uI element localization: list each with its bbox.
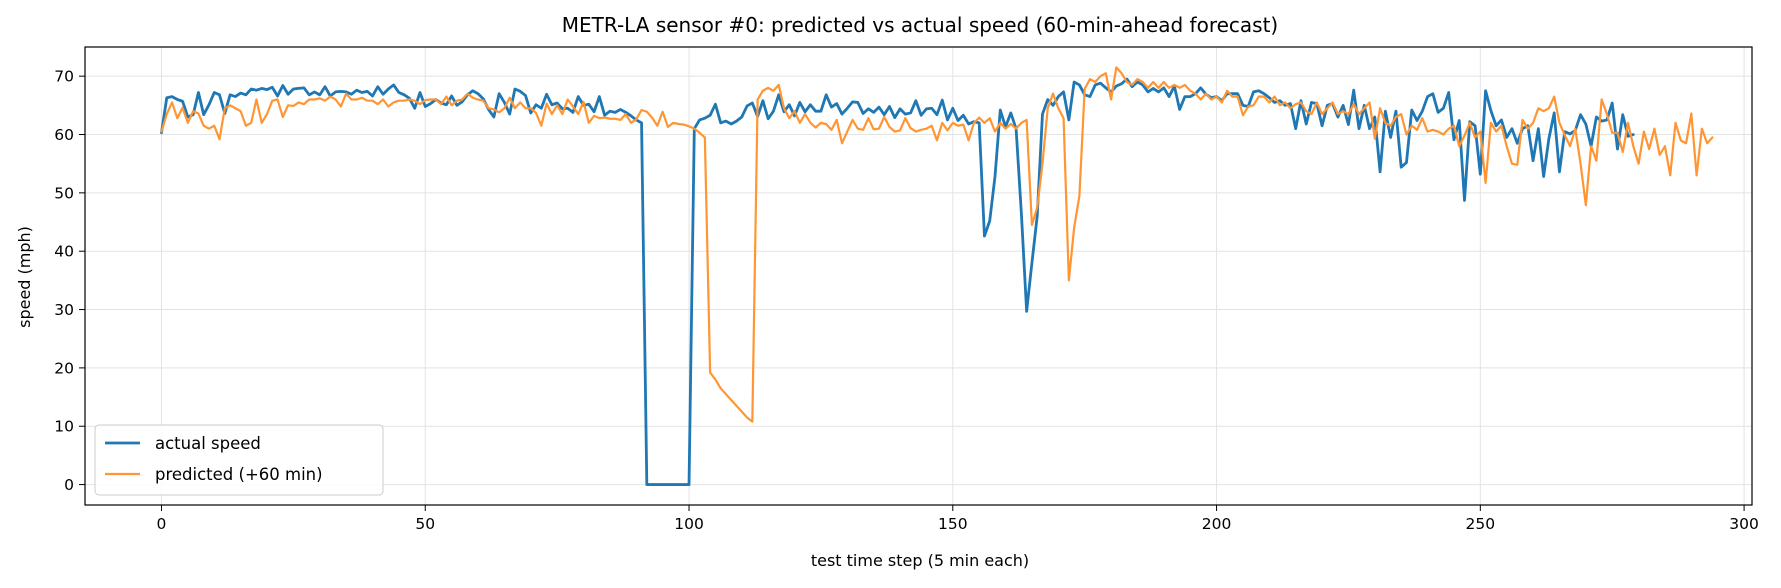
y-tick-label: 50 [54, 184, 74, 202]
x-tick-label: 50 [415, 515, 435, 533]
series-line-predicted [160, 66, 1714, 423]
y-tick-label: 40 [54, 243, 74, 261]
x-tick-label: 200 [1202, 515, 1232, 533]
x-tick-label: 250 [1466, 515, 1496, 533]
x-tick-label: 0 [157, 515, 167, 533]
x-tick-label: 150 [938, 515, 968, 533]
chart-title: METR-LA sensor #0: predicted vs actual s… [562, 13, 1278, 37]
chart-legend: actual speed predicted (+60 min) [94, 424, 384, 496]
axis-ticks: 0 50 100 150 200 250 300 0 10 20 30 40 50 60 70 [54, 68, 1759, 533]
legend-box [94, 424, 384, 496]
y-tick-label: 0 [64, 476, 74, 494]
y-tick-label: 60 [54, 126, 74, 144]
y-tick-label: 70 [54, 68, 74, 86]
legend-label-predicted: predicted (+60 min) [155, 465, 323, 484]
y-tick-label: 10 [54, 418, 74, 436]
x-tick-label: 300 [1729, 515, 1759, 533]
y-axis-label: speed (mph) [15, 226, 34, 328]
legend-label-actual: actual speed [155, 434, 261, 453]
series-layer [160, 66, 1714, 486]
y-tick-label: 20 [54, 359, 74, 377]
x-axis-label: test time step (5 min each) [811, 551, 1029, 570]
x-tick-label: 100 [674, 515, 704, 533]
plot-frame [84, 46, 1753, 506]
y-tick-label: 30 [54, 301, 74, 319]
